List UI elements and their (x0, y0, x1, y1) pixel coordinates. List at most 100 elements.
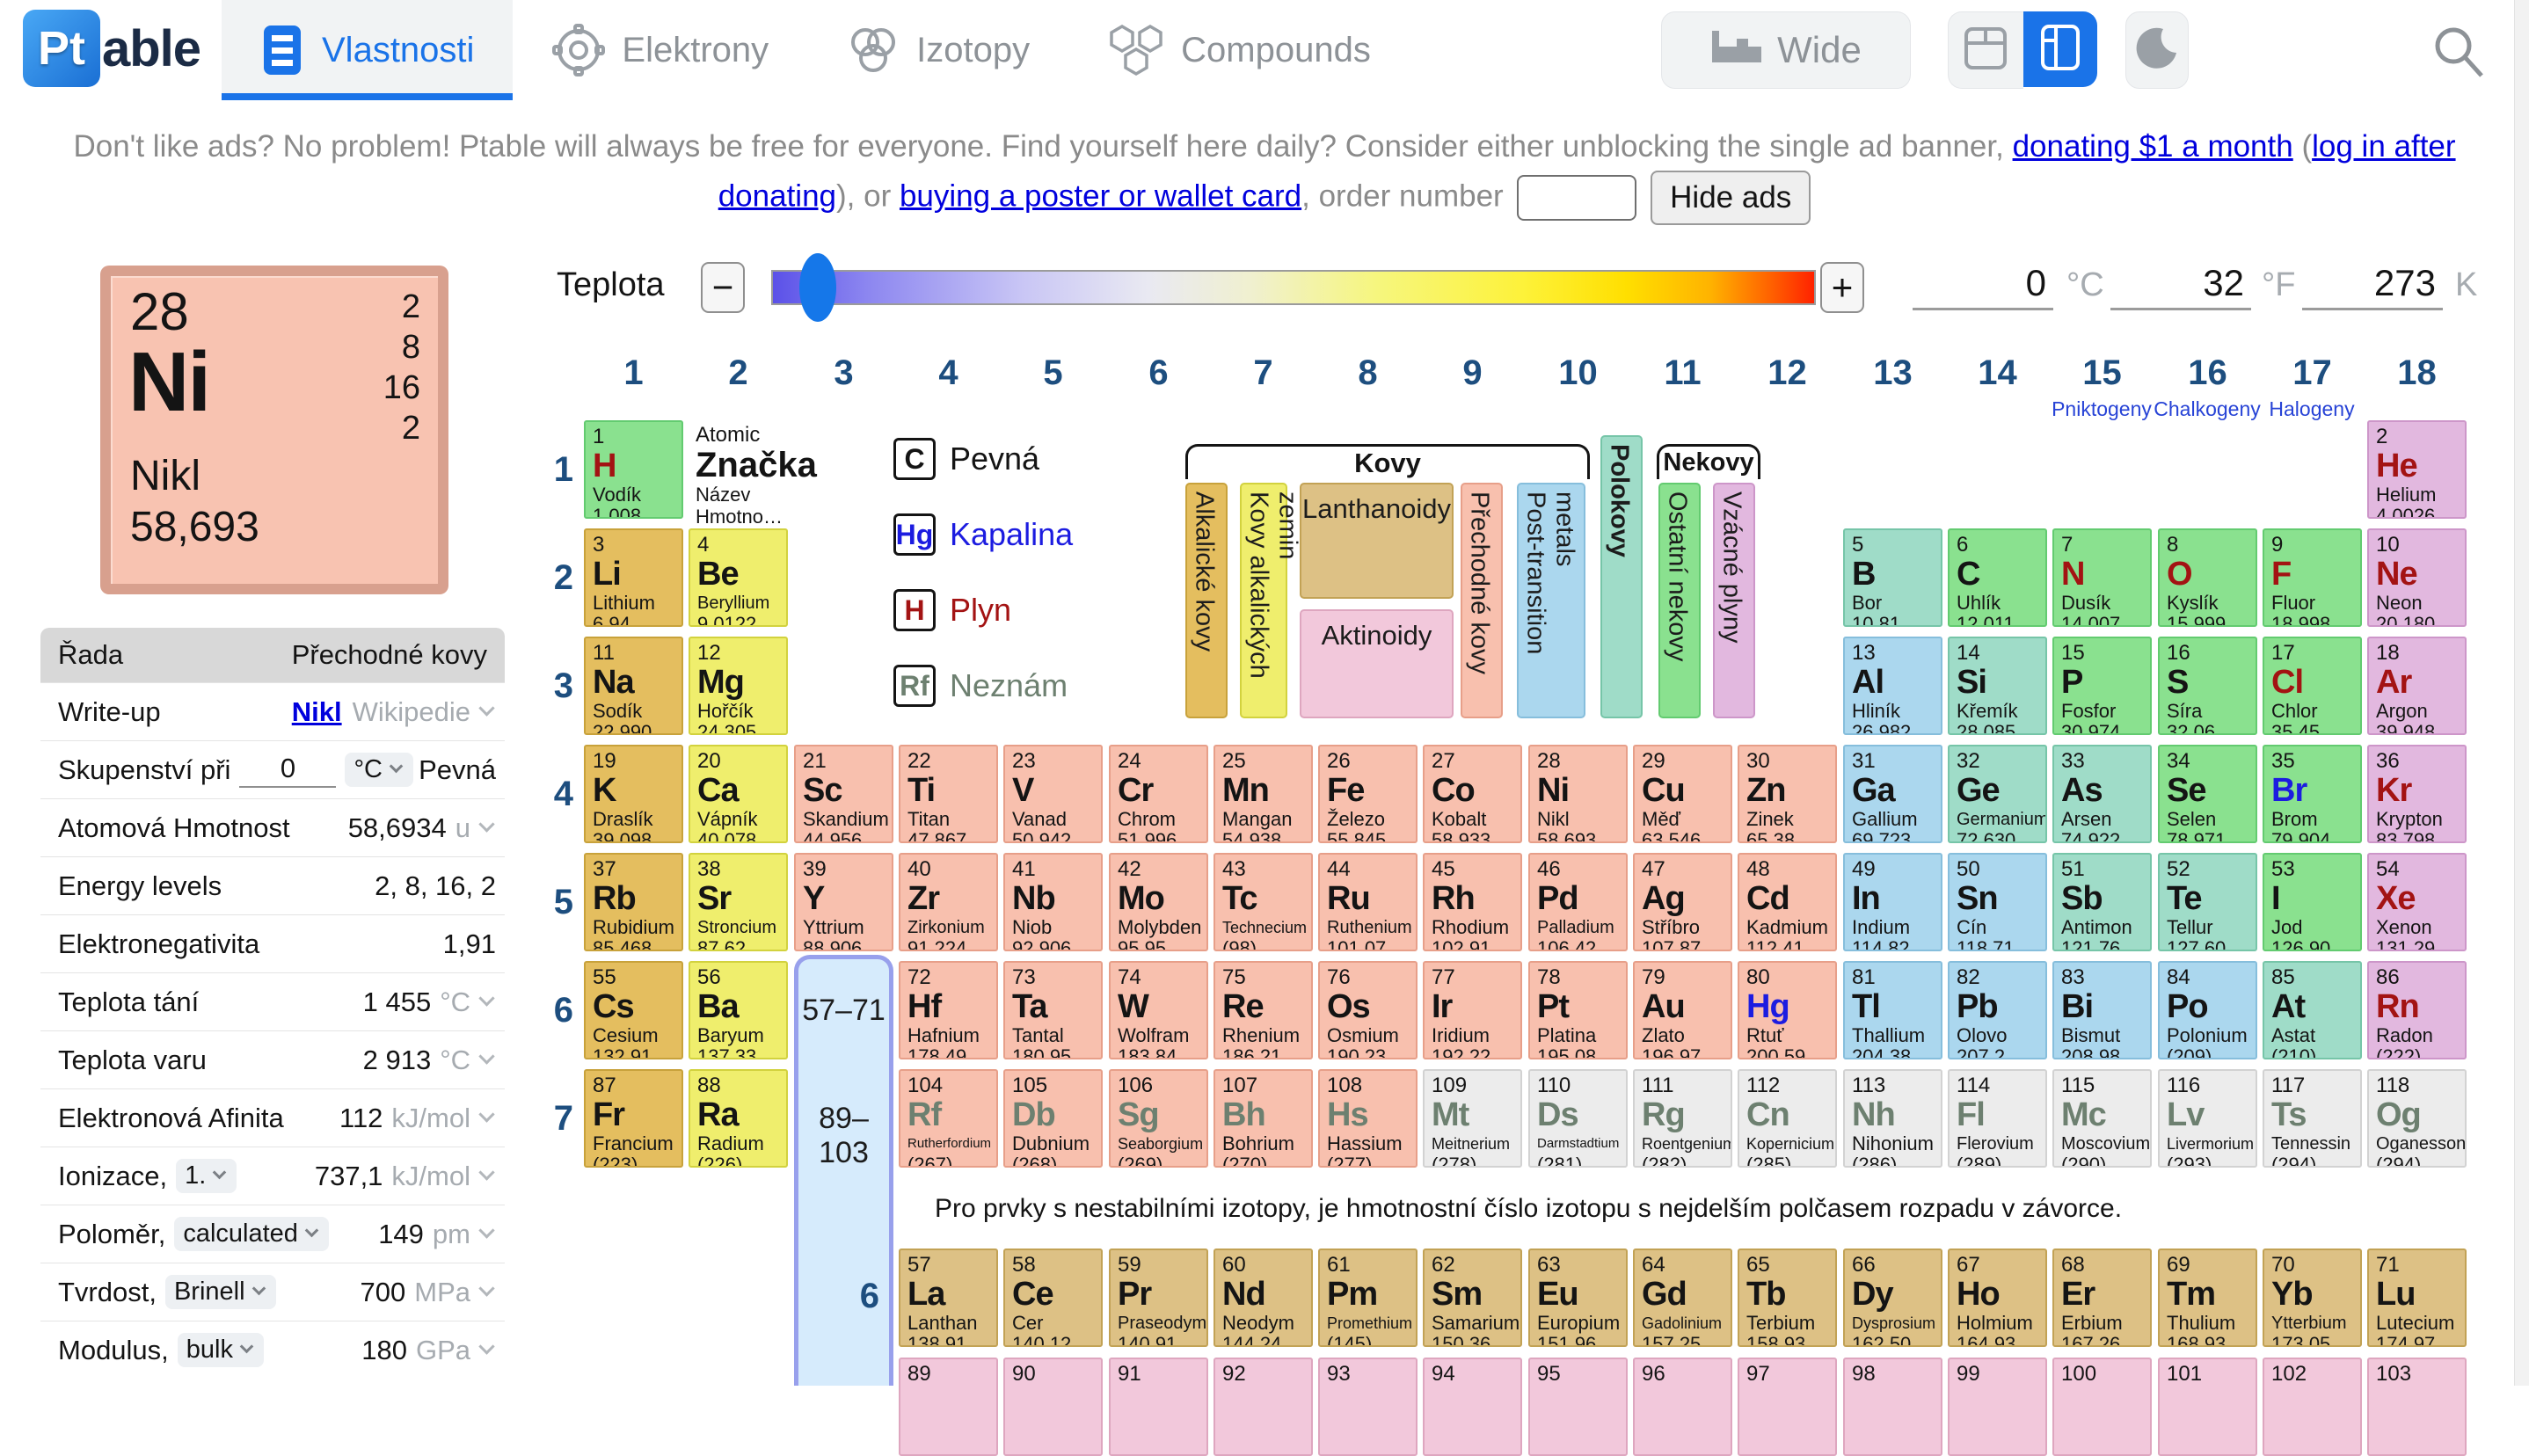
layout-side-button[interactable] (2022, 11, 2097, 87)
element-cell[interactable]: 10 Ne Neon 20,180 (2367, 528, 2467, 627)
element-cell[interactable]: 114 Fl Flerovium (289) (1948, 1069, 2047, 1168)
element-cell[interactable]: 22 Ti Titan 47,867 (899, 745, 998, 843)
element-cell[interactable]: 37 Rb Rubidium 85,468 (584, 853, 683, 951)
element-cell[interactable]: 109 Mt Meitnerium (278) (1423, 1069, 1522, 1168)
banner-link[interactable]: donating $1 a month (2012, 129, 2293, 164)
element-cell[interactable]: 80 Hg Rtuť 200,59 (1738, 961, 1837, 1059)
element-cell[interactable]: 61 Pm Promethium (145) (1318, 1249, 1418, 1347)
element-cell[interactable]: 93 (1318, 1358, 1418, 1456)
fahrenheit-input[interactable]: 32 (2110, 262, 2251, 310)
search-button[interactable] (2429, 21, 2487, 79)
element-cell[interactable]: 111 Rg Roentgenium (282) (1633, 1069, 1732, 1168)
element-cell[interactable]: 11 Na Sodík 22,990 (584, 637, 683, 735)
element-cell[interactable]: 26 Fe Železo 55,845 (1318, 745, 1418, 843)
element-cell[interactable]: 98 (1843, 1358, 1942, 1456)
chevron-down-icon[interactable] (478, 1280, 495, 1297)
wide-button[interactable]: Wide (1661, 11, 1911, 89)
category-strip[interactable]: Ostatní nekovy (1658, 483, 1701, 718)
element-cell[interactable]: 38 Sr Stroncium 87,62 (689, 853, 788, 951)
tab-vlastnosti[interactable]: Vlastnosti (222, 0, 514, 100)
order-number-input[interactable] (1517, 175, 1637, 221)
element-cell[interactable]: 19 K Draslík 39,098 (584, 745, 683, 843)
tab-compounds[interactable]: Compounds (1068, 0, 1410, 100)
element-cell[interactable]: 65 Tb Terbium 158,93 (1738, 1249, 1837, 1347)
element-cell[interactable]: 45 Rh Rhodium 102,91 (1423, 853, 1522, 951)
chevron-down-icon[interactable] (478, 1048, 495, 1065)
element-cell[interactable]: 66 Dy Dysprosium 162,50 (1843, 1249, 1942, 1347)
chevron-down-icon[interactable] (478, 990, 495, 1007)
element-cell[interactable]: 103 (2367, 1358, 2467, 1456)
element-cell[interactable]: 90 (1003, 1358, 1103, 1456)
element-cell[interactable]: 36 Kr Krypton 83,798 (2367, 745, 2467, 843)
element-cell[interactable]: 92 (1213, 1358, 1313, 1456)
element-cell[interactable]: 29 Cu Měď 63,546 (1633, 745, 1732, 843)
wikipedia-link[interactable]: Nikl (291, 695, 342, 727)
chevron-down-icon[interactable] (478, 1222, 495, 1239)
element-cell[interactable]: 73 Ta Tantal 180,95 (1003, 961, 1103, 1059)
element-cell[interactable]: 102 (2263, 1358, 2362, 1456)
chevron-down-icon[interactable] (478, 700, 495, 717)
element-cell[interactable]: 89 (899, 1358, 998, 1456)
element-cell[interactable]: 39 Y Yttrium 88,906 (794, 853, 893, 951)
element-cell[interactable]: 70 Yb Ytterbium 173,05 (2263, 1249, 2362, 1347)
element-cell[interactable]: 5 B Bor 10,81 (1843, 528, 1942, 627)
lanthanide-placeholder[interactable]: 57–71 (802, 994, 886, 1027)
actinide-placeholder[interactable]: 89–103 (819, 1102, 869, 1169)
element-cell[interactable]: 79 Au Zlato 196,97 (1633, 961, 1732, 1059)
element-cell[interactable]: 2 He Helium 4,0026 (2367, 420, 2467, 519)
element-cell[interactable]: 63 Eu Europium 151,96 (1528, 1249, 1628, 1347)
element-cell[interactable]: 47 Ag Stříbro 107,87 (1633, 853, 1732, 951)
element-cell[interactable]: 94 (1423, 1358, 1522, 1456)
element-cell[interactable]: 68 Er Erbium 167,26 (2052, 1249, 2152, 1347)
ptable-logo[interactable]: Pt able (23, 10, 201, 87)
scrollbar[interactable] (2514, 0, 2529, 1386)
phase-legend-item[interactable]: Hg Kapalina (893, 513, 1073, 556)
element-cell[interactable]: 4 Be Beryllium 9,0122 (689, 528, 788, 627)
element-cell[interactable]: 60 Nd Neodym 144,24 (1213, 1249, 1313, 1347)
element-cell[interactable]: 23 V Vanad 50,942 (1003, 745, 1103, 843)
nekovy-bracket[interactable]: Nekovy (1657, 444, 1760, 479)
element-cell[interactable]: 87 Fr Francium (223) (584, 1069, 683, 1168)
category-strip[interactable]: Vzácné plyny (1713, 483, 1755, 718)
element-cell[interactable]: 58 Ce Cer 140,12 (1003, 1249, 1103, 1347)
element-cell[interactable]: 117 Ts Tennessin (294) (2263, 1069, 2362, 1168)
element-cell[interactable]: 3 Li Lithium 6,94 (584, 528, 683, 627)
element-cell[interactable]: 43 Tc Technecium (98) (1213, 853, 1313, 951)
banner-link[interactable]: log in after donating (718, 129, 2456, 214)
element-cell[interactable]: 91 (1109, 1358, 1208, 1456)
element-cell[interactable]: 72 Hf Hafnium 178,49 (899, 961, 998, 1059)
chevron-down-icon[interactable] (478, 1106, 495, 1123)
celsius-input[interactable]: 0 (1913, 262, 2053, 310)
element-cell[interactable]: 7 N Dusík 14,007 (2052, 528, 2152, 627)
temperature-slider-thumb[interactable] (799, 253, 836, 322)
element-cell[interactable]: 48 Cd Kadmium 112,41 (1738, 853, 1837, 951)
element-cell[interactable]: 55 Cs Cesium 132,91 (584, 961, 683, 1059)
tab-elektrony[interactable]: Elektrony (513, 0, 807, 100)
kelvin-input[interactable]: 273 (2302, 262, 2443, 310)
temperature-slider-track[interactable] (771, 270, 1816, 305)
element-cell[interactable]: 118 Og Oganesson (294) (2367, 1069, 2467, 1168)
element-cell[interactable]: 33 As Arsen 74,922 (2052, 745, 2152, 843)
element-cell[interactable]: 107 Bh Bohrium (270) (1213, 1069, 1313, 1168)
element-cell[interactable]: 52 Te Tellur 127,60 (2158, 853, 2257, 951)
chevron-down-icon[interactable] (478, 1164, 495, 1181)
element-cell[interactable]: 100 (2052, 1358, 2152, 1456)
element-cell[interactable]: 96 (1633, 1358, 1732, 1456)
element-cell[interactable]: 25 Mn Mangan 54,938 (1213, 745, 1313, 843)
element-cell[interactable]: 15 P Fosfor 30,974 (2052, 637, 2152, 735)
element-cell[interactable]: 28 Ni Nikl 58,693 (1528, 745, 1628, 843)
element-cell[interactable]: 13 Al Hliník 26,982 (1843, 637, 1942, 735)
element-cell[interactable]: 116 Lv Livermorium (293) (2158, 1069, 2257, 1168)
element-cell[interactable]: 99 (1948, 1358, 2047, 1456)
element-cell[interactable]: 69 Tm Thulium 168,93 (2158, 1249, 2257, 1347)
element-cell[interactable]: 34 Se Selen 78,971 (2158, 745, 2257, 843)
element-cell[interactable]: 84 Po Polonium (209) (2158, 961, 2257, 1059)
element-cell[interactable]: 75 Re Rhenium 186,21 (1213, 961, 1313, 1059)
element-cell[interactable]: 106 Sg Seaborgium (269) (1109, 1069, 1208, 1168)
chevron-down-icon[interactable] (478, 1338, 495, 1355)
element-cell[interactable]: 59 Pr Praseodym 140,91 (1109, 1249, 1208, 1347)
element-cell[interactable]: 54 Xe Xenon 131,29 (2367, 853, 2467, 951)
element-cell[interactable]: 12 Mg Hořčík 24,305 (689, 637, 788, 735)
element-cell[interactable]: 41 Nb Niob 92,906 (1003, 853, 1103, 951)
element-cell[interactable]: 95 (1528, 1358, 1628, 1456)
